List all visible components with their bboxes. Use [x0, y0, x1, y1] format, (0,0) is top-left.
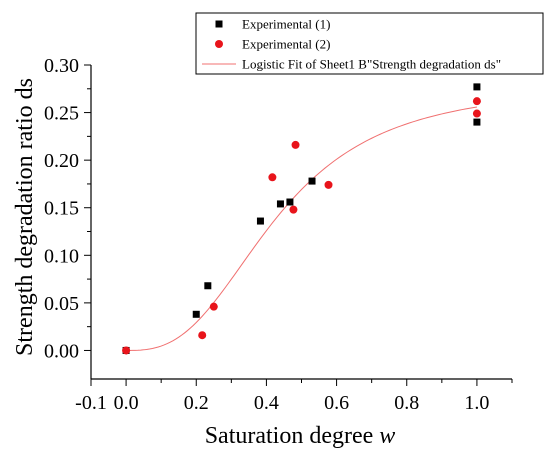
- experimental-2-point: [198, 331, 207, 340]
- axes: -0.1 0.0 0.2 0.4 0.6 0.8 1.0 0.00 0.05 0.10 0.15 0.…: [44, 55, 513, 414]
- x-tick-label: 0.0: [114, 392, 139, 414]
- experimental-2-point: [291, 140, 300, 149]
- x-axis-title-text: Saturation degree: [205, 423, 380, 449]
- experimental-1-point: [473, 83, 481, 91]
- y-tick-label: 0.05: [44, 293, 79, 315]
- experimental-2-point: [289, 205, 298, 214]
- legend-entry-label: Logistic Fit of Sheet1 B"Strength degrad…: [242, 57, 501, 72]
- legend: Experimental (1) Experimental (2) Logistic…: [195, 12, 544, 75]
- y-tick-label: 0.00: [44, 340, 79, 362]
- legend-symbol-square: [215, 20, 223, 28]
- y-axis-title: Strength degradation ratio ds: [12, 78, 38, 356]
- x-tick-label: 0.2: [184, 392, 209, 414]
- y-tick-label: 0.20: [44, 150, 79, 172]
- data-points-layer: [122, 83, 481, 355]
- y-tick-label: 0.30: [44, 55, 79, 77]
- experimental-2-point: [324, 180, 333, 189]
- legend-entry-label: Experimental (2): [242, 37, 330, 52]
- experimental-2-point: [122, 346, 131, 355]
- x-tick-label: 1.0: [464, 392, 489, 414]
- experimental-2-point: [209, 302, 218, 311]
- experimental-1-point: [256, 217, 264, 225]
- axis-titles: Saturation degree w Strength degradation…: [12, 78, 395, 449]
- x-tick-label: -0.1: [75, 392, 107, 414]
- experimental-1-point: [204, 282, 212, 290]
- experimental-1-point: [286, 198, 294, 206]
- x-axis-title: Saturation degree w: [205, 423, 396, 449]
- fit-curve-layer: [126, 106, 478, 351]
- experimental-2-point: [472, 97, 481, 106]
- legend-box: [195, 12, 544, 75]
- y-tick-label: 0.25: [44, 103, 79, 125]
- x-tick-label: 0.6: [324, 392, 349, 414]
- x-tick-label: 0.4: [254, 392, 279, 414]
- experimental-2-point: [268, 173, 277, 182]
- experimental-2-point: [472, 109, 481, 118]
- y-tick-label: 0.10: [44, 245, 79, 267]
- x-axis-title-variable: w: [379, 423, 395, 449]
- logistic-fit-line: [126, 106, 478, 351]
- experimental-1-point: [192, 310, 200, 318]
- legend-entry-label: Experimental (1): [242, 17, 330, 32]
- legend-symbol-circle: [215, 40, 223, 48]
- y-tick-label: 0.15: [44, 198, 79, 220]
- experimental-1-point: [308, 177, 316, 185]
- x-tick-label: 0.8: [394, 392, 419, 414]
- experimental-1-point: [276, 200, 284, 208]
- experimental-1-point: [473, 118, 481, 126]
